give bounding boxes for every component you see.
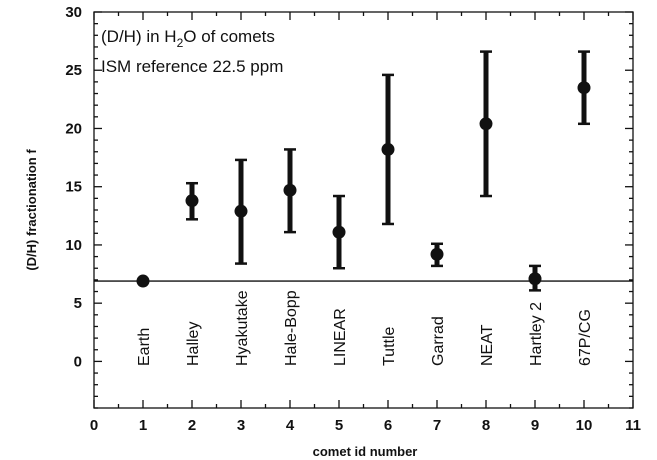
axis-ticks: [93, 11, 634, 409]
annotation-title-subscript: 2: [177, 36, 184, 50]
data-point: [283, 183, 297, 197]
data-point: [332, 225, 346, 239]
data-point: [430, 247, 444, 261]
annotation-title-prefix: (D/H) in H: [101, 27, 177, 46]
y-tick-label: 0: [74, 353, 82, 370]
y-tick-label: 20: [65, 120, 82, 137]
annotation-title: (D/H) in H2O of comets: [101, 27, 275, 50]
comet-label: Garrad: [430, 316, 447, 366]
comet-label: Hyakutake: [234, 290, 251, 366]
annotation-reference: ISM reference 22.5 ppm: [101, 57, 283, 76]
comet-label: LINEAR: [332, 308, 349, 366]
data-point: [577, 81, 591, 95]
error-bars: [186, 50, 590, 292]
annotation-title-suffix: O of comets: [183, 27, 275, 46]
y-tick-label: 10: [65, 237, 82, 254]
x-tick-label: 5: [335, 417, 343, 434]
comet-label: Tuttle: [381, 326, 398, 366]
data-point: [479, 117, 493, 131]
x-tick-label: 7: [433, 417, 441, 434]
data-point: [528, 272, 542, 286]
x-tick-label: 3: [237, 417, 245, 434]
comet-label: Hartley 2: [528, 302, 545, 366]
data-point: [136, 274, 150, 288]
x-tick-label: 1: [139, 417, 147, 434]
comet-label: NEAT: [479, 324, 496, 366]
x-tick-label: 2: [188, 417, 196, 434]
y-tick-label: 25: [65, 62, 82, 79]
x-tick-label: 8: [482, 417, 490, 434]
y-tick-label: 30: [65, 4, 82, 21]
data-point: [381, 142, 395, 156]
x-tick-label: 0: [90, 417, 98, 434]
x-tick-label: 4: [286, 417, 295, 434]
comet-label: Hale-Bopp: [283, 290, 300, 366]
x-axis-title: comet id number: [313, 444, 418, 459]
x-tick-label: 6: [384, 417, 392, 434]
x-tick-label: 10: [576, 417, 593, 434]
comet-label: Earth: [136, 328, 153, 366]
x-tick-label: 9: [531, 417, 539, 434]
y-axis-title: (D/H) fractionation f: [24, 149, 39, 271]
data-point: [185, 194, 199, 208]
comet-name-labels: Earth Halley Hyakutake Hale-Bopp LINEAR Tuttl…: [136, 290, 594, 366]
y-tick-label: 15: [65, 179, 82, 196]
axis-tick-labels: 0 1 2 3 4 5 6 7 8 9 10 11 0 5 10 15 20 25 30: [65, 4, 641, 434]
comet-label: Halley: [185, 322, 202, 366]
data-point: [234, 204, 248, 218]
data-points: [136, 81, 591, 288]
comet-label: 67P/CG: [577, 309, 594, 366]
x-tick-label: 11: [625, 417, 641, 434]
y-tick-label: 5: [74, 295, 82, 312]
